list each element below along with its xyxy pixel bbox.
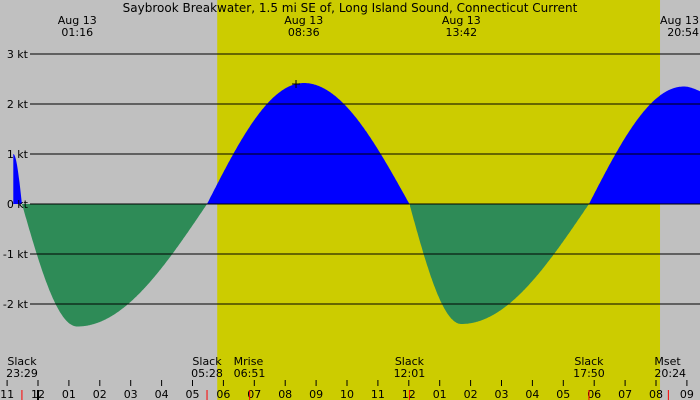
hour-tick-label: 11 bbox=[371, 388, 385, 400]
hour-tick-label: 02 bbox=[93, 388, 107, 400]
hour-tick-label: 02 bbox=[464, 388, 478, 400]
flood-lobe-4 bbox=[589, 86, 700, 204]
event-time-label: 06:51 bbox=[234, 367, 266, 380]
peak-time-label: 01:16 bbox=[61, 26, 93, 39]
hour-tick-label: 08 bbox=[649, 388, 663, 400]
hour-tick-label: 08 bbox=[278, 388, 292, 400]
peak-time-label: 08:36 bbox=[288, 26, 320, 39]
max-flood-marker bbox=[292, 80, 301, 88]
hour-tick-label: 04 bbox=[155, 388, 169, 400]
y-tick-label: 0 kt bbox=[7, 198, 29, 211]
hour-tick-label: 07 bbox=[247, 388, 261, 400]
y-tick-label: -2 kt bbox=[3, 298, 29, 311]
peak-date-label: Aug 13 bbox=[58, 14, 97, 27]
event-label: Mset bbox=[654, 355, 681, 368]
hour-tick-label: 06 bbox=[587, 388, 601, 400]
hour-tick-label: 11 bbox=[0, 388, 14, 400]
peak-time-label: 20:54 bbox=[667, 26, 699, 39]
event-time-label: 17:50 bbox=[573, 367, 605, 380]
event-time-label: 12:01 bbox=[394, 367, 426, 380]
event-time-label: 20:24 bbox=[654, 367, 686, 380]
flood-lobe-0 bbox=[13, 154, 22, 204]
flood-lobe-2 bbox=[207, 83, 410, 204]
hour-tick-label: 12 bbox=[402, 388, 416, 400]
event-label: Slack bbox=[192, 355, 222, 368]
event-label: Slack bbox=[7, 355, 37, 368]
hour-tick-label: 07 bbox=[618, 388, 632, 400]
peak-date-label: Aug 13 bbox=[284, 14, 323, 27]
hour-tick-label: 03 bbox=[495, 388, 509, 400]
peak-date-label: Aug 13 bbox=[442, 14, 481, 27]
peak-time-label: 13:42 bbox=[445, 26, 477, 39]
hour-tick-label: 04 bbox=[525, 388, 539, 400]
hour-tick-label: 01 bbox=[433, 388, 447, 400]
hour-tick-label: 09 bbox=[680, 388, 694, 400]
event-label: Mrise bbox=[234, 355, 264, 368]
y-tick-label: 2 kt bbox=[7, 98, 29, 111]
ebb-lobe-1 bbox=[21, 204, 208, 327]
event-time-label: 23:29 bbox=[6, 367, 38, 380]
hour-tick-label: 05 bbox=[186, 388, 200, 400]
ebb-lobe-3 bbox=[410, 204, 590, 324]
event-label: Slack bbox=[395, 355, 425, 368]
hour-tick-label: 09 bbox=[309, 388, 323, 400]
hour-tick-label: 01 bbox=[62, 388, 76, 400]
chart-title: Saybrook Breakwater, 1.5 mi SE of, Long … bbox=[123, 1, 578, 15]
y-tick-label: 3 kt bbox=[7, 48, 29, 61]
hour-tick-label: 03 bbox=[124, 388, 138, 400]
y-tick-label: 1 kt bbox=[7, 148, 29, 161]
y-tick-label: -1 kt bbox=[3, 248, 29, 261]
event-label: Slack bbox=[574, 355, 604, 368]
hour-tick-label: 06 bbox=[216, 388, 230, 400]
event-time-label: 05:28 bbox=[191, 367, 223, 380]
peak-date-label: Aug 13 bbox=[660, 14, 699, 27]
hour-tick-label: 05 bbox=[556, 388, 570, 400]
hour-tick-label: 10 bbox=[340, 388, 354, 400]
